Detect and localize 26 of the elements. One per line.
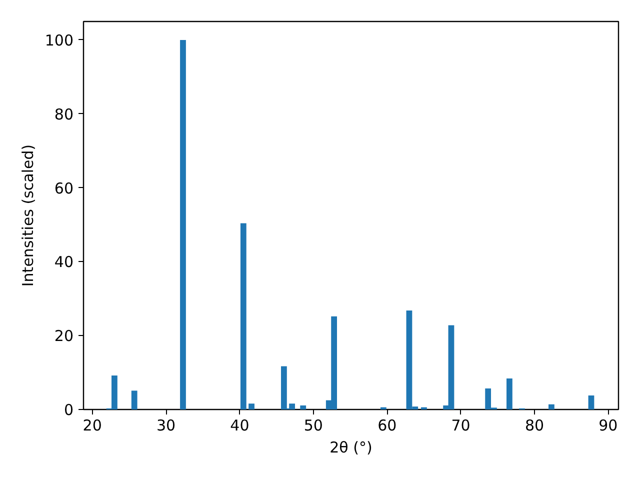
bar (506, 378, 512, 410)
y-tick-label: 80 (54, 105, 74, 124)
y-tick-label: 100 (44, 31, 74, 50)
bar (248, 404, 254, 410)
x-tick-label: 50 (304, 416, 323, 434)
x-tick-label: 90 (598, 416, 618, 434)
y-tick-label: 40 (54, 253, 74, 272)
x-axis-title: 2θ (°) (330, 438, 372, 456)
x-tick-label: 20 (82, 416, 102, 434)
y-tick-label: 60 (54, 179, 74, 198)
bar (588, 395, 594, 410)
x-tick-label: 60 (378, 416, 397, 434)
bar (131, 390, 138, 410)
bar (548, 404, 554, 410)
x-tick-label: 30 (156, 416, 176, 434)
x-tick-label: 80 (524, 416, 544, 434)
bar (289, 404, 295, 410)
x-tick-label: 40 (230, 416, 250, 434)
bar (240, 223, 246, 410)
bar (280, 366, 287, 410)
y-tick-label: 20 (54, 327, 74, 346)
bar (300, 405, 306, 410)
y-tick-label: 0 (64, 401, 74, 419)
x-tick-label: 70 (451, 416, 470, 434)
y-axis-title: Intensities (scaled) (18, 144, 37, 287)
bar (180, 40, 186, 410)
